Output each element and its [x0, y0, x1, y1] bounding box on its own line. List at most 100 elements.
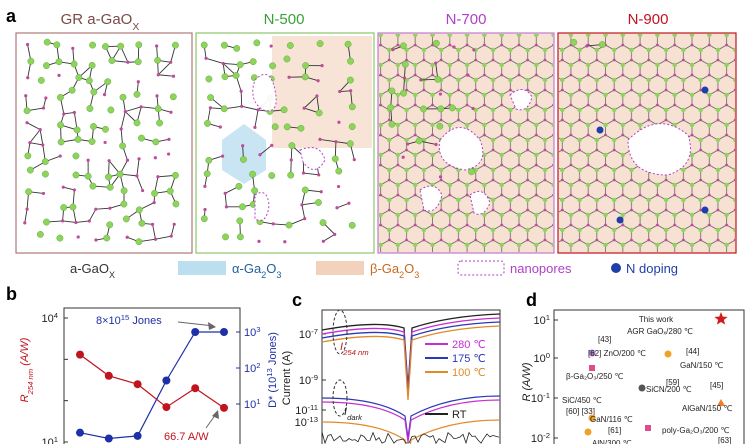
marker-star	[714, 312, 728, 325]
data-point	[104, 434, 113, 443]
legend-swatch	[611, 263, 621, 273]
y-tick: 101	[533, 313, 550, 328]
right-axis-label: D* (1013 Jones)	[265, 332, 280, 408]
data-point	[76, 350, 84, 359]
left-tick: 101	[41, 435, 58, 444]
point-label: [59]	[666, 378, 679, 387]
panel-a-letter: a	[6, 6, 17, 26]
point-label: β-Ga₂O₃/250 ℃	[566, 372, 623, 381]
data-point	[191, 328, 200, 336]
legend-swatch	[316, 261, 364, 275]
point-label: [62] ZnO/200 ℃	[588, 349, 646, 358]
marker-triangle	[717, 399, 725, 406]
series-line	[79, 354, 225, 409]
left-axis-label: R254 nm (A/W)	[19, 337, 35, 402]
legend-swatch	[178, 261, 226, 275]
point-label: AGR GaOₓ/280 ℃	[627, 327, 693, 336]
label-idark: Idark	[344, 406, 363, 422]
y-tick: 10-2	[531, 431, 550, 444]
network-panel-4	[557, 32, 737, 254]
point-label: [60] [33]	[566, 407, 595, 416]
panel-d-letter: d	[526, 290, 537, 310]
marker-square	[589, 365, 595, 371]
iv-curve	[321, 325, 501, 401]
data-point	[76, 428, 84, 437]
legend-label: RT	[452, 409, 467, 421]
data-point	[133, 380, 142, 389]
right-tick: 102	[244, 361, 261, 376]
legend-label: 100 ℃	[452, 367, 486, 379]
marker-dot	[664, 350, 672, 358]
panel-title: N-500	[264, 11, 305, 28]
point-label: [63]	[718, 436, 731, 444]
point-label: AlGaN/150 ℃	[682, 404, 732, 413]
panel-b-chart: 104 101 103 102 101 R254 nm (A/W) D* (1013 Jon…	[19, 307, 280, 444]
data-point	[104, 371, 113, 380]
marker-square	[645, 425, 651, 431]
plot-frame	[553, 309, 745, 444]
y-tick: 10-11	[295, 403, 318, 418]
left-tick: 104	[41, 311, 58, 326]
point-label: [44]	[686, 347, 699, 356]
point-label: SiC/450 ℃	[562, 396, 602, 405]
right-tick: 101	[244, 397, 261, 412]
network-panel-3	[377, 32, 555, 254]
marker-dot	[584, 428, 592, 436]
ellipse-marker	[332, 379, 348, 417]
label-i254: I254 nm	[340, 341, 369, 357]
annotation-bottom: 66.7 A/W	[164, 431, 209, 443]
y-axis-label: Current (A)	[281, 351, 293, 405]
point-label: [61]	[608, 426, 621, 435]
y-tick: 100	[533, 351, 550, 366]
legend-label: 280 ℃	[452, 339, 486, 351]
right-tick: 103	[244, 325, 261, 340]
plot-frame	[63, 307, 241, 444]
point-label: SiCN/200 ℃	[646, 385, 691, 394]
y-tick: 10-13	[295, 415, 318, 430]
rt-dark-curve	[321, 431, 500, 444]
legend-label: a-GaOX	[70, 261, 115, 280]
panel-a-titles: GR a-GaOX N-500 N-700 N-900	[61, 11, 669, 33]
ellipse-marker	[332, 309, 348, 355]
point-label: [43]	[598, 335, 611, 344]
data-point	[133, 431, 142, 440]
panel-a-legend: a-GaOX α-Ga2O3 β-Ga2O3 nanopores N doping	[70, 260, 678, 280]
data-point	[220, 328, 228, 336]
point-label: poly-Ga₂O₃/200 ℃	[662, 426, 729, 435]
point-label: [45]	[710, 381, 723, 390]
series-line	[79, 331, 224, 440]
panel-b-letter: b	[6, 284, 17, 304]
legend-label: 175 ℃	[452, 353, 486, 365]
point-label: GaN/150 ℃	[680, 361, 723, 370]
panel-c-letter: c	[292, 290, 302, 310]
marker-dot	[638, 384, 646, 392]
network-panel-2	[195, 32, 375, 254]
network-panel-1	[15, 32, 193, 254]
panel-title: N-900	[628, 11, 669, 28]
point-label: GaN/116 ℃	[590, 415, 633, 424]
panel-title: N-700	[446, 11, 487, 28]
y-tick: 10-1	[531, 391, 550, 406]
data-point	[191, 384, 200, 393]
data-point	[162, 403, 171, 412]
y-tick: 10-9	[299, 373, 318, 388]
panel-title: GR a-GaOX	[61, 11, 140, 33]
point-label: This work	[639, 315, 674, 324]
marker-dot	[588, 349, 596, 357]
legend-label: α-Ga2O3	[232, 261, 281, 280]
dark-curve	[321, 399, 501, 443]
legend-label: β-Ga2O3	[370, 261, 419, 280]
data-point	[162, 376, 171, 385]
marker-dot	[588, 414, 596, 422]
y-axis-label: R (A/W)	[521, 362, 533, 401]
point-label: AlN/300 ℃	[592, 439, 632, 444]
dark-curve	[321, 419, 501, 444]
data-point	[220, 403, 228, 412]
annotation-top: 8×1015 Jones	[96, 313, 162, 328]
legend-label: nanopores	[510, 261, 572, 276]
y-tick: 10-7	[299, 327, 318, 342]
legend-swatch	[457, 260, 505, 276]
